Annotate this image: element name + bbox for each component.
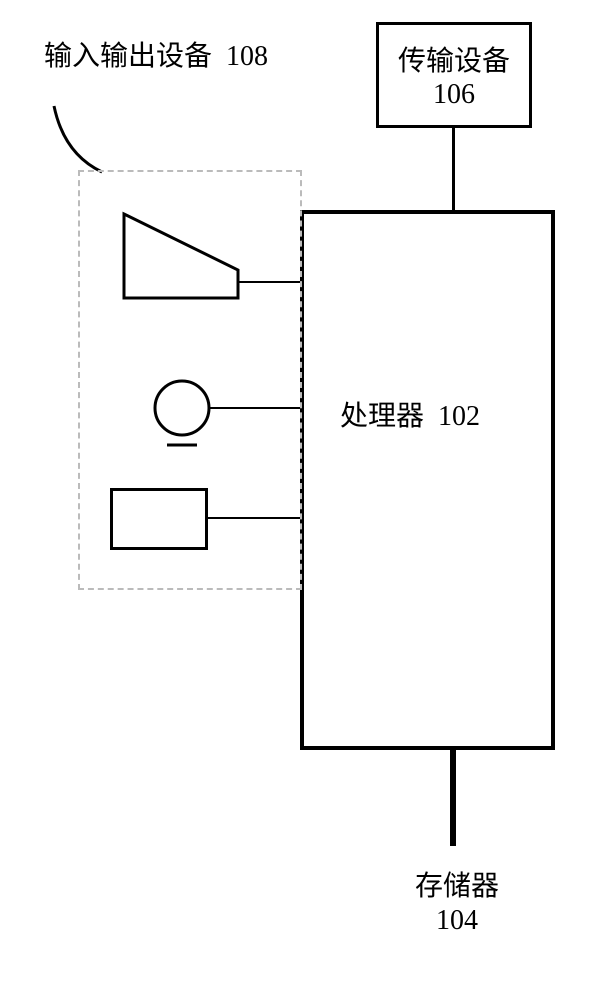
memory-label: 存储器 104 bbox=[382, 870, 532, 937]
rect-device-icon bbox=[110, 488, 208, 550]
processor-box bbox=[300, 210, 555, 750]
processor-label: 处理器 102 bbox=[340, 400, 480, 434]
io-group-label: 输入输出设备 108 bbox=[44, 40, 268, 74]
transmission-number: 106 bbox=[433, 79, 475, 111]
speaker-icon bbox=[120, 210, 250, 330]
transmission-label: 传输设备 bbox=[398, 39, 510, 79]
mic-icon bbox=[150, 376, 220, 456]
connector-speaker bbox=[238, 281, 300, 283]
diagram-canvas: 传输设备 106 处理器 102 存储器 104 输入输出设备 108 bbox=[0, 0, 589, 1000]
transmission-box: 传输设备 106 bbox=[376, 22, 532, 128]
connector-rect bbox=[208, 517, 300, 519]
connector-processor-memory bbox=[450, 750, 456, 846]
connector-transmission-processor bbox=[452, 128, 455, 210]
connector-mic bbox=[209, 407, 300, 409]
